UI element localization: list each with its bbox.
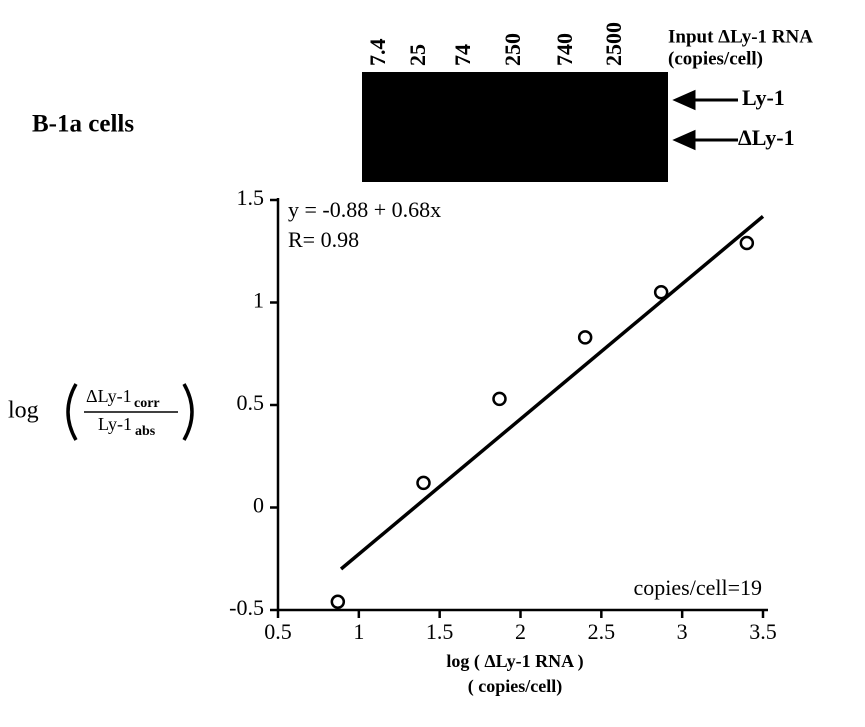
gel-header: Input ΔLy-1 RNA bbox=[668, 26, 813, 47]
x-tick-label: 2 bbox=[515, 619, 526, 644]
lane-label: 25 bbox=[405, 44, 430, 66]
band-label: ΔLy-1 bbox=[738, 125, 795, 150]
x-label: ( copies/cell) bbox=[468, 676, 562, 697]
y-tick-label: 0.5 bbox=[237, 390, 265, 415]
y-label: log ΔLy-1 corr Ly-1 abs bbox=[8, 384, 192, 440]
data-point bbox=[418, 477, 430, 489]
gel-image bbox=[362, 72, 668, 182]
lane-label: 250 bbox=[500, 33, 525, 66]
y-tick-label: 1.5 bbox=[237, 185, 265, 210]
y-tick-label: 1 bbox=[253, 288, 264, 313]
band-label: Ly-1 bbox=[742, 85, 785, 110]
y-label-num-sub: corr bbox=[134, 396, 160, 411]
x-tick-label: 1.5 bbox=[426, 619, 454, 644]
y-tick-label: 0 bbox=[253, 493, 264, 518]
lane-label: 740 bbox=[552, 33, 577, 66]
y-tick-label: -0.5 bbox=[229, 595, 264, 620]
data-point bbox=[579, 331, 591, 343]
arrows bbox=[676, 92, 738, 148]
y-label-prefix: log bbox=[8, 398, 39, 424]
data-point bbox=[741, 237, 753, 249]
gel-header: (copies/cell) bbox=[668, 48, 763, 69]
x-tick-label: 0.5 bbox=[264, 619, 292, 644]
data-point bbox=[332, 596, 344, 608]
r-value: R= 0.98 bbox=[288, 227, 359, 252]
x-tick-label: 1 bbox=[353, 619, 364, 644]
lane-label: 2500 bbox=[601, 22, 626, 66]
figure: Input ΔLy-1 RNA (copies/cell) B-1a cells… bbox=[0, 0, 865, 727]
y-label-num: ΔLy-1 bbox=[86, 386, 132, 406]
fit-line bbox=[341, 216, 763, 569]
lane-label: 74 bbox=[450, 44, 475, 66]
x-tick-label: 2.5 bbox=[588, 619, 616, 644]
x-tick-label: 3.5 bbox=[749, 619, 777, 644]
x-tick-label: 3 bbox=[677, 619, 688, 644]
y-label-den: Ly-1 bbox=[98, 414, 132, 434]
annotation: copies/cell=19 bbox=[634, 575, 762, 600]
data-point bbox=[493, 393, 505, 405]
data-point bbox=[655, 286, 667, 298]
x-label: log ( ΔLy-1 RNA ) bbox=[446, 651, 583, 672]
y-label-den-sub: abs bbox=[135, 424, 156, 439]
axes bbox=[277, 198, 768, 611]
equation: y = -0.88 + 0.68x bbox=[288, 197, 441, 222]
lane-label: 7.4 bbox=[365, 39, 390, 67]
sample-label: B-1a cells bbox=[32, 111, 134, 138]
